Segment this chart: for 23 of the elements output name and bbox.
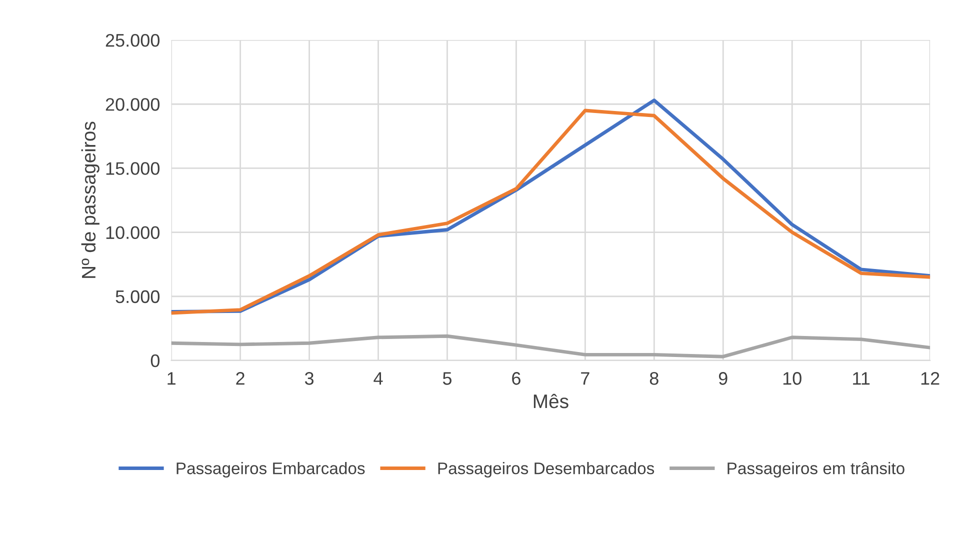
- y-axis-title: Nº de passageiros: [81, 122, 100, 278]
- y-tick-label: 5.000: [116, 290, 160, 304]
- x-tick-label: 4: [374, 372, 383, 385]
- y-tick-label: 10.000: [106, 226, 160, 240]
- x-axis-title: Mês: [534, 394, 568, 408]
- legend-label: Passageiros Embarcados: [176, 462, 365, 478]
- x-tick-label: 1: [168, 372, 176, 385]
- x-tick-label: 11: [853, 372, 870, 385]
- x-tick-label: 5: [442, 372, 452, 385]
- y-tick-label: 25.000: [106, 34, 160, 47]
- x-tick-label: 2: [236, 372, 244, 385]
- y-tick-label: 20.000: [106, 98, 160, 111]
- y-tick-label: 15.000: [106, 162, 160, 175]
- legend-label: Passageiros em trânsito: [728, 462, 904, 478]
- x-tick-label: 9: [718, 372, 728, 385]
- legend-label: Passageiros Desembarcados: [438, 462, 654, 478]
- x-tick-label: 7: [581, 372, 590, 385]
- x-tick-label: 8: [650, 372, 658, 385]
- x-tick-label: 3: [304, 372, 314, 385]
- x-tick-label: 10: [783, 372, 802, 385]
- x-tick-label: 6: [512, 372, 520, 385]
- x-tick-label: 12: [921, 372, 940, 385]
- y-tick-label: 0: [150, 354, 160, 368]
